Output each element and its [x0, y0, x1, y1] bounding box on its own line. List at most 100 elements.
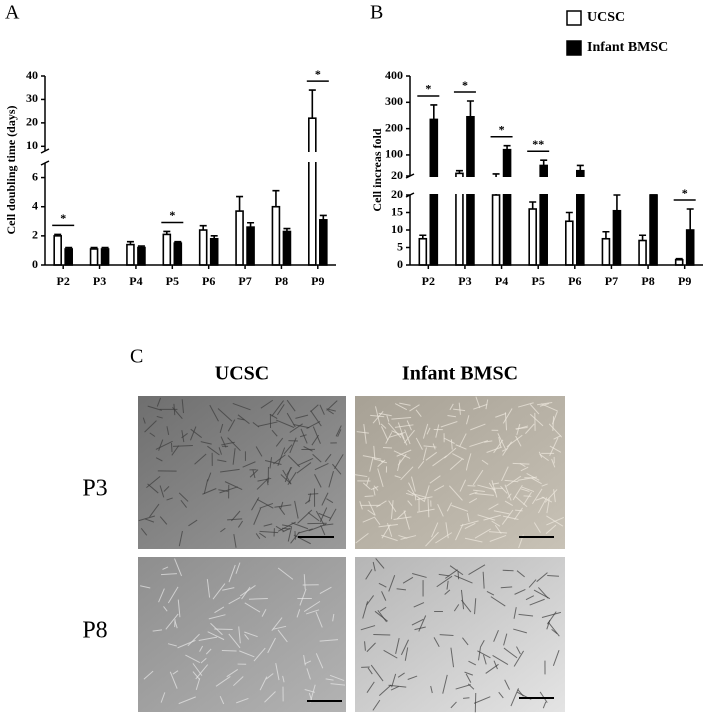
cell	[397, 422, 405, 440]
cell	[489, 531, 508, 534]
cell	[447, 415, 457, 418]
cell	[315, 510, 325, 525]
cell	[307, 493, 319, 495]
cell	[319, 404, 325, 415]
cell	[282, 675, 285, 683]
cell	[517, 689, 524, 697]
cell	[291, 522, 309, 530]
cell	[548, 423, 563, 438]
row-label: P8	[82, 618, 107, 644]
cell	[273, 625, 287, 630]
cell	[432, 455, 447, 467]
cell	[465, 464, 469, 471]
cell	[261, 609, 267, 617]
error-bar	[236, 195, 244, 212]
cell	[491, 520, 501, 527]
cell	[430, 685, 433, 694]
cell	[485, 399, 489, 410]
cell	[425, 531, 439, 547]
cell	[470, 423, 486, 431]
cell	[367, 509, 375, 516]
cell	[455, 523, 464, 541]
cell	[300, 428, 308, 444]
cell	[208, 614, 226, 620]
cell	[273, 454, 286, 465]
cell	[370, 486, 379, 491]
bar	[418, 237, 428, 266]
cell	[403, 510, 410, 530]
x-tick-label: P6	[568, 274, 581, 288]
cell	[444, 589, 451, 595]
cell	[547, 621, 560, 637]
cell	[549, 437, 559, 457]
error-bar	[576, 164, 584, 171]
error-bar	[199, 224, 207, 231]
cell	[393, 450, 411, 459]
cell	[334, 454, 344, 470]
cell	[449, 403, 454, 411]
cell	[442, 674, 448, 694]
cell	[485, 663, 499, 674]
cell	[309, 684, 316, 703]
significance-label: *	[425, 82, 431, 96]
cell	[381, 534, 398, 542]
bar	[235, 210, 244, 266]
cell	[146, 476, 161, 489]
cell	[368, 500, 376, 516]
cell	[512, 484, 523, 501]
cell	[397, 672, 405, 678]
cell	[304, 660, 312, 665]
cell	[538, 587, 549, 599]
cell	[362, 482, 371, 490]
cell	[219, 486, 238, 494]
legend-label: Infant BMSC	[587, 40, 668, 55]
cell	[393, 516, 412, 520]
cell	[259, 530, 279, 534]
cell	[224, 481, 243, 491]
cell	[513, 628, 528, 634]
cell	[437, 504, 444, 517]
cell	[236, 697, 249, 704]
bar	[209, 237, 219, 266]
cell	[450, 701, 457, 709]
cell	[237, 520, 244, 528]
cell	[297, 509, 313, 524]
cell	[403, 429, 415, 444]
cell	[222, 587, 235, 591]
cell	[167, 586, 179, 604]
cell	[464, 537, 483, 543]
y-tick-label: 200	[385, 120, 403, 134]
cell	[391, 673, 397, 688]
error-bar	[272, 189, 280, 207]
cell	[303, 600, 321, 612]
cell	[504, 500, 514, 506]
cell	[457, 571, 460, 580]
y-tick-label: 400	[385, 68, 403, 82]
cell	[207, 472, 212, 482]
cell	[280, 501, 284, 510]
cell	[529, 598, 545, 606]
panel-label: B	[370, 2, 383, 24]
cell	[178, 696, 196, 705]
cell	[514, 496, 528, 508]
cell	[318, 512, 332, 519]
cell	[330, 683, 346, 686]
cell	[152, 629, 163, 632]
cell	[415, 409, 422, 417]
cell	[366, 642, 376, 653]
cell	[486, 591, 495, 596]
cell	[383, 649, 398, 659]
cell	[468, 660, 477, 666]
bar	[100, 248, 110, 266]
error-bar	[65, 246, 73, 249]
cell	[375, 558, 385, 569]
cell	[194, 453, 207, 465]
cell	[537, 497, 548, 514]
cell	[364, 641, 366, 651]
y-tick-label: 30	[26, 91, 38, 105]
cell	[256, 498, 274, 509]
cell	[495, 412, 507, 418]
cell	[189, 426, 197, 441]
cell	[305, 609, 320, 615]
